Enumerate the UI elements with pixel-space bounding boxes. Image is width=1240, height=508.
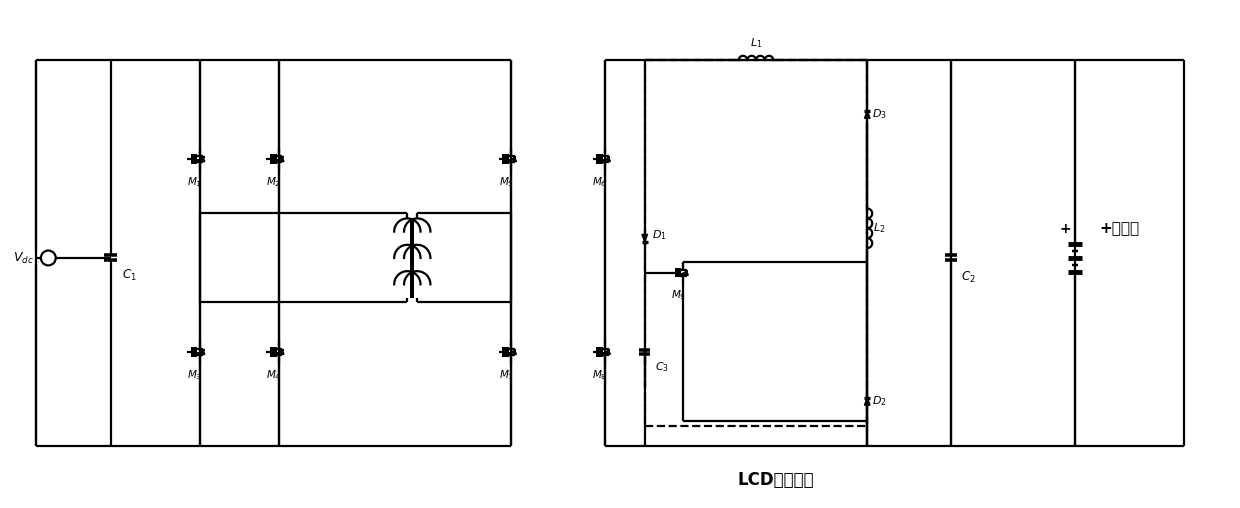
Text: $C_2$: $C_2$ bbox=[961, 270, 976, 285]
Text: $C_3$: $C_3$ bbox=[655, 360, 668, 374]
Polygon shape bbox=[864, 111, 870, 118]
Polygon shape bbox=[512, 350, 516, 355]
Bar bbox=[645, 60, 867, 426]
Text: $D_1$: $D_1$ bbox=[652, 228, 666, 242]
Polygon shape bbox=[201, 350, 205, 355]
Text: $C_1$: $C_1$ bbox=[122, 268, 136, 283]
Text: $M_8$: $M_8$ bbox=[593, 368, 608, 382]
Polygon shape bbox=[280, 156, 284, 162]
Text: +蓄电池: +蓄电池 bbox=[1100, 221, 1140, 236]
Polygon shape bbox=[201, 156, 205, 162]
Text: $M_7$: $M_7$ bbox=[498, 368, 513, 382]
Text: +: + bbox=[1059, 223, 1071, 236]
Text: $M_5$: $M_5$ bbox=[498, 175, 513, 189]
Text: $M_2$: $M_2$ bbox=[267, 175, 281, 189]
Text: $M_3$: $M_3$ bbox=[187, 368, 202, 382]
Text: $D_3$: $D_3$ bbox=[872, 108, 887, 121]
Polygon shape bbox=[642, 234, 647, 242]
Polygon shape bbox=[684, 271, 688, 275]
Polygon shape bbox=[606, 156, 610, 162]
Text: $V_{dc}$: $V_{dc}$ bbox=[12, 250, 33, 266]
Text: LCD吸收回路: LCD吸收回路 bbox=[738, 471, 815, 490]
Polygon shape bbox=[512, 156, 516, 162]
Text: $M_9$: $M_9$ bbox=[671, 289, 686, 302]
Text: $M_6$: $M_6$ bbox=[593, 175, 608, 189]
Polygon shape bbox=[606, 350, 610, 355]
Text: $D_2$: $D_2$ bbox=[872, 395, 887, 408]
Text: $L_2$: $L_2$ bbox=[873, 221, 885, 235]
Text: $L_1$: $L_1$ bbox=[750, 37, 763, 50]
Text: $M_1$: $M_1$ bbox=[187, 175, 202, 189]
Polygon shape bbox=[280, 350, 284, 355]
Text: $M_4$: $M_4$ bbox=[267, 368, 281, 382]
Polygon shape bbox=[864, 398, 870, 405]
